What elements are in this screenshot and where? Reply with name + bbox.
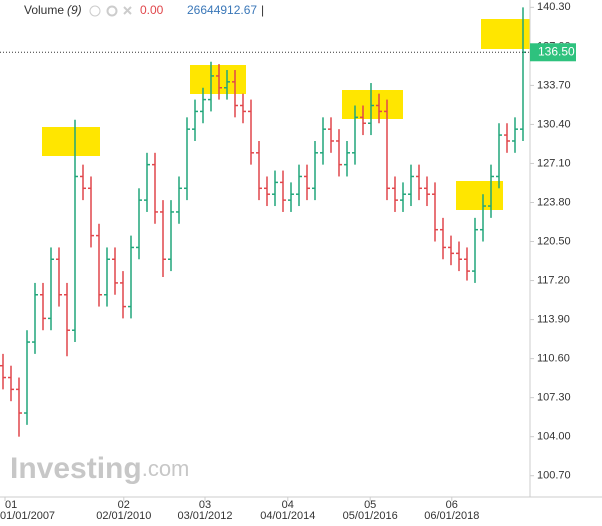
y-tick-label: 127.10 bbox=[537, 157, 571, 169]
x-tick-label: 01 bbox=[5, 499, 17, 511]
x-date-label: 02/01/2010 bbox=[96, 510, 151, 522]
x-date-label: 01/01/2007 bbox=[0, 510, 55, 522]
x-tick-label: 06 bbox=[446, 499, 458, 511]
y-tick-label: 130.40 bbox=[537, 118, 571, 130]
legend-name: Volume bbox=[24, 3, 64, 17]
y-tick-label: 117.20 bbox=[537, 274, 570, 286]
x-date-label: 04/01/2014 bbox=[260, 510, 315, 522]
y-tick-label: 100.70 bbox=[537, 470, 571, 482]
highlight-box bbox=[456, 181, 503, 210]
x-tick-label: 02 bbox=[118, 499, 130, 511]
y-tick-label: 113.90 bbox=[537, 313, 570, 325]
x-date-label: 06/01/2018 bbox=[424, 510, 479, 522]
highlight-boxes bbox=[42, 19, 530, 210]
highlight-box bbox=[481, 19, 530, 49]
legend-separator: | bbox=[261, 3, 264, 17]
y-tick-label: 140.30 bbox=[537, 1, 571, 13]
y-tick-label: 123.80 bbox=[537, 196, 571, 208]
highlight-box bbox=[42, 127, 100, 156]
x-tick-label: 04 bbox=[282, 499, 294, 511]
legend: Volume (9) 0.00 26644912.67 | bbox=[24, 3, 264, 17]
x-tick-label: 05 bbox=[364, 499, 376, 511]
last-price-box bbox=[530, 43, 576, 62]
y-tick-label: 104.00 bbox=[537, 431, 571, 443]
y-tick-label: 133.70 bbox=[537, 79, 571, 91]
legend-volume: 26644912.67 bbox=[187, 3, 257, 17]
legend-change: 0.00 bbox=[140, 3, 164, 17]
highlight-box bbox=[342, 90, 403, 119]
y-tick-label: 107.30 bbox=[537, 392, 571, 404]
close-icon[interactable] bbox=[123, 6, 132, 15]
x-date-label: 05/01/2016 bbox=[343, 510, 398, 522]
watermark: Investing.com bbox=[10, 452, 189, 485]
legend-period: (9) bbox=[67, 3, 82, 17]
x-date-label: 03/01/2012 bbox=[177, 510, 232, 522]
y-tick-label: 120.50 bbox=[537, 235, 571, 247]
settings-icon[interactable] bbox=[106, 5, 118, 17]
eye-icon[interactable] bbox=[89, 5, 101, 17]
x-tick-label: 03 bbox=[199, 499, 211, 511]
y-tick-label: 110.60 bbox=[537, 353, 570, 365]
last-price-label: 136.50 bbox=[538, 44, 575, 58]
highlight-box bbox=[190, 65, 246, 94]
